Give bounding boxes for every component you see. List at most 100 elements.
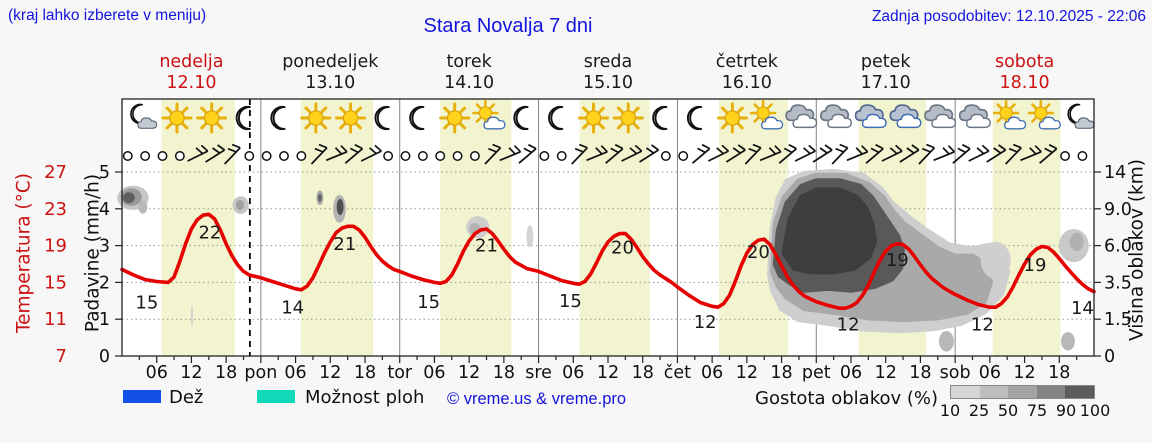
wind-barb-icon bbox=[691, 143, 711, 164]
weather-icon-sun-cloud bbox=[992, 99, 1027, 130]
wind-symbols-row bbox=[122, 143, 1088, 165]
wind-barb-icon bbox=[518, 143, 537, 164]
wind-barb-icon bbox=[952, 143, 971, 164]
wind-barb-icon bbox=[707, 144, 730, 162]
wind-barb-icon bbox=[968, 144, 990, 162]
colorbar-tick-label: 10 bbox=[939, 401, 961, 420]
wind-barb-icon bbox=[933, 145, 956, 162]
svg-text:7: 7 bbox=[56, 346, 67, 367]
weather-icon-sun-cloud bbox=[1027, 99, 1061, 130]
weather-icon-sun-cloud bbox=[472, 99, 506, 130]
wind-barb-icon bbox=[986, 144, 1007, 163]
wind-barb-icon bbox=[325, 145, 348, 162]
wind-barb-icon bbox=[812, 144, 833, 163]
colorbar-tick-label: 50 bbox=[997, 401, 1019, 420]
weather-icon-sun bbox=[196, 102, 228, 134]
weather-icon-clouds bbox=[785, 104, 818, 129]
svg-text:06: 06 bbox=[701, 363, 723, 383]
showers-legend-swatch bbox=[257, 390, 295, 403]
showers-legend-label: Možnost ploh bbox=[305, 387, 425, 408]
weather-icon-moon-cloud bbox=[130, 103, 158, 129]
svg-text:06: 06 bbox=[562, 363, 584, 383]
svg-text:19: 19 bbox=[1024, 255, 1047, 276]
wind-barb-icon bbox=[344, 143, 364, 164]
svg-text:sre: sre bbox=[525, 363, 552, 383]
wind-calm-icon bbox=[174, 151, 185, 161]
wind-barb-icon bbox=[899, 144, 920, 163]
svg-text:5: 5 bbox=[99, 163, 110, 183]
weather-icon-clouds-blue bbox=[854, 104, 887, 129]
svg-text:12: 12 bbox=[319, 363, 341, 383]
svg-text:14: 14 bbox=[281, 297, 304, 318]
svg-text:06: 06 bbox=[284, 363, 306, 383]
svg-text:21: 21 bbox=[333, 234, 356, 255]
weather-icon-sun bbox=[716, 102, 748, 134]
wind-calm-icon bbox=[469, 151, 480, 161]
svg-text:12: 12 bbox=[694, 312, 717, 333]
wind-barb-icon bbox=[484, 143, 502, 165]
wind-calm-icon bbox=[556, 151, 567, 161]
wind-barb-icon bbox=[759, 145, 782, 162]
svg-text:tor: tor bbox=[387, 363, 413, 383]
wind-barb-icon bbox=[1005, 143, 1022, 165]
svg-text:06: 06 bbox=[979, 363, 1001, 383]
wind-barb-icon bbox=[621, 144, 643, 162]
cloud-density-label: Gostota oblakov (%) bbox=[755, 388, 939, 409]
svg-text:6.0: 6.0 bbox=[1104, 237, 1132, 257]
weather-icon-clouds bbox=[958, 104, 991, 129]
svg-text:27: 27 bbox=[44, 162, 67, 183]
weather-icon-sun-cloud bbox=[749, 99, 784, 130]
svg-text:čet: čet bbox=[664, 363, 691, 383]
svg-text:23: 23 bbox=[44, 199, 67, 220]
svg-text:12: 12 bbox=[597, 363, 619, 383]
svg-text:15: 15 bbox=[135, 293, 158, 314]
wind-calm-icon bbox=[383, 151, 394, 161]
wind-calm-icon bbox=[279, 151, 289, 161]
weather-icons-row bbox=[130, 99, 1095, 134]
wind-calm-icon bbox=[296, 151, 307, 161]
wind-calm-icon bbox=[1077, 151, 1088, 161]
wind-barb-icon bbox=[744, 143, 762, 165]
axis-ticks bbox=[115, 171, 1101, 363]
svg-text:18: 18 bbox=[909, 363, 931, 383]
svg-text:pon: pon bbox=[244, 363, 277, 383]
svg-text:20: 20 bbox=[611, 237, 634, 258]
colorbar-segment bbox=[1065, 386, 1094, 398]
wind-barb-icon bbox=[639, 144, 659, 163]
svg-text:12: 12 bbox=[180, 363, 202, 383]
wind-calm-icon bbox=[452, 151, 463, 161]
svg-text:18: 18 bbox=[632, 363, 654, 383]
wind-barb-icon bbox=[224, 143, 241, 165]
weather-icon-moon bbox=[652, 105, 668, 131]
svg-text:19: 19 bbox=[886, 250, 909, 271]
colorbar-segment bbox=[979, 386, 1009, 398]
wind-barb-icon bbox=[605, 143, 624, 164]
temperature-value-labels: 15 22 14 21 15 21 15 20 12 20 12 19 12 19 14 bbox=[135, 223, 1093, 336]
svg-text:12: 12 bbox=[736, 363, 758, 383]
colorbar-tick-label: 25 bbox=[968, 401, 990, 420]
wind-calm-icon bbox=[539, 151, 550, 161]
page-title: Stara Novalja 7 dni bbox=[423, 15, 593, 37]
cloud-density-colorbar bbox=[950, 385, 1095, 399]
rain-legend-swatch bbox=[123, 390, 161, 403]
svg-text:18: 18 bbox=[354, 363, 376, 383]
weather-icon-moon bbox=[409, 105, 425, 131]
wind-barb-icon bbox=[778, 143, 797, 164]
copyright-link[interactable]: © vreme.us & vreme.pro bbox=[447, 390, 627, 408]
weather-icon-moon bbox=[513, 105, 529, 131]
svg-text:pet: pet bbox=[802, 363, 831, 383]
wind-barb-icon bbox=[205, 144, 226, 163]
wind-calm-icon bbox=[660, 151, 671, 161]
svg-text:18: 18 bbox=[770, 363, 792, 383]
svg-text:15: 15 bbox=[417, 292, 440, 313]
svg-text:4: 4 bbox=[99, 200, 110, 220]
weather-icon-sun bbox=[335, 102, 367, 134]
weather-icon-moon bbox=[548, 105, 564, 131]
wind-barb-icon bbox=[794, 144, 816, 162]
weather-icon-moon bbox=[235, 105, 251, 131]
wind-calm-icon bbox=[400, 151, 411, 161]
svg-text:3.5: 3.5 bbox=[1104, 273, 1132, 293]
weather-icon-moon bbox=[374, 105, 390, 131]
